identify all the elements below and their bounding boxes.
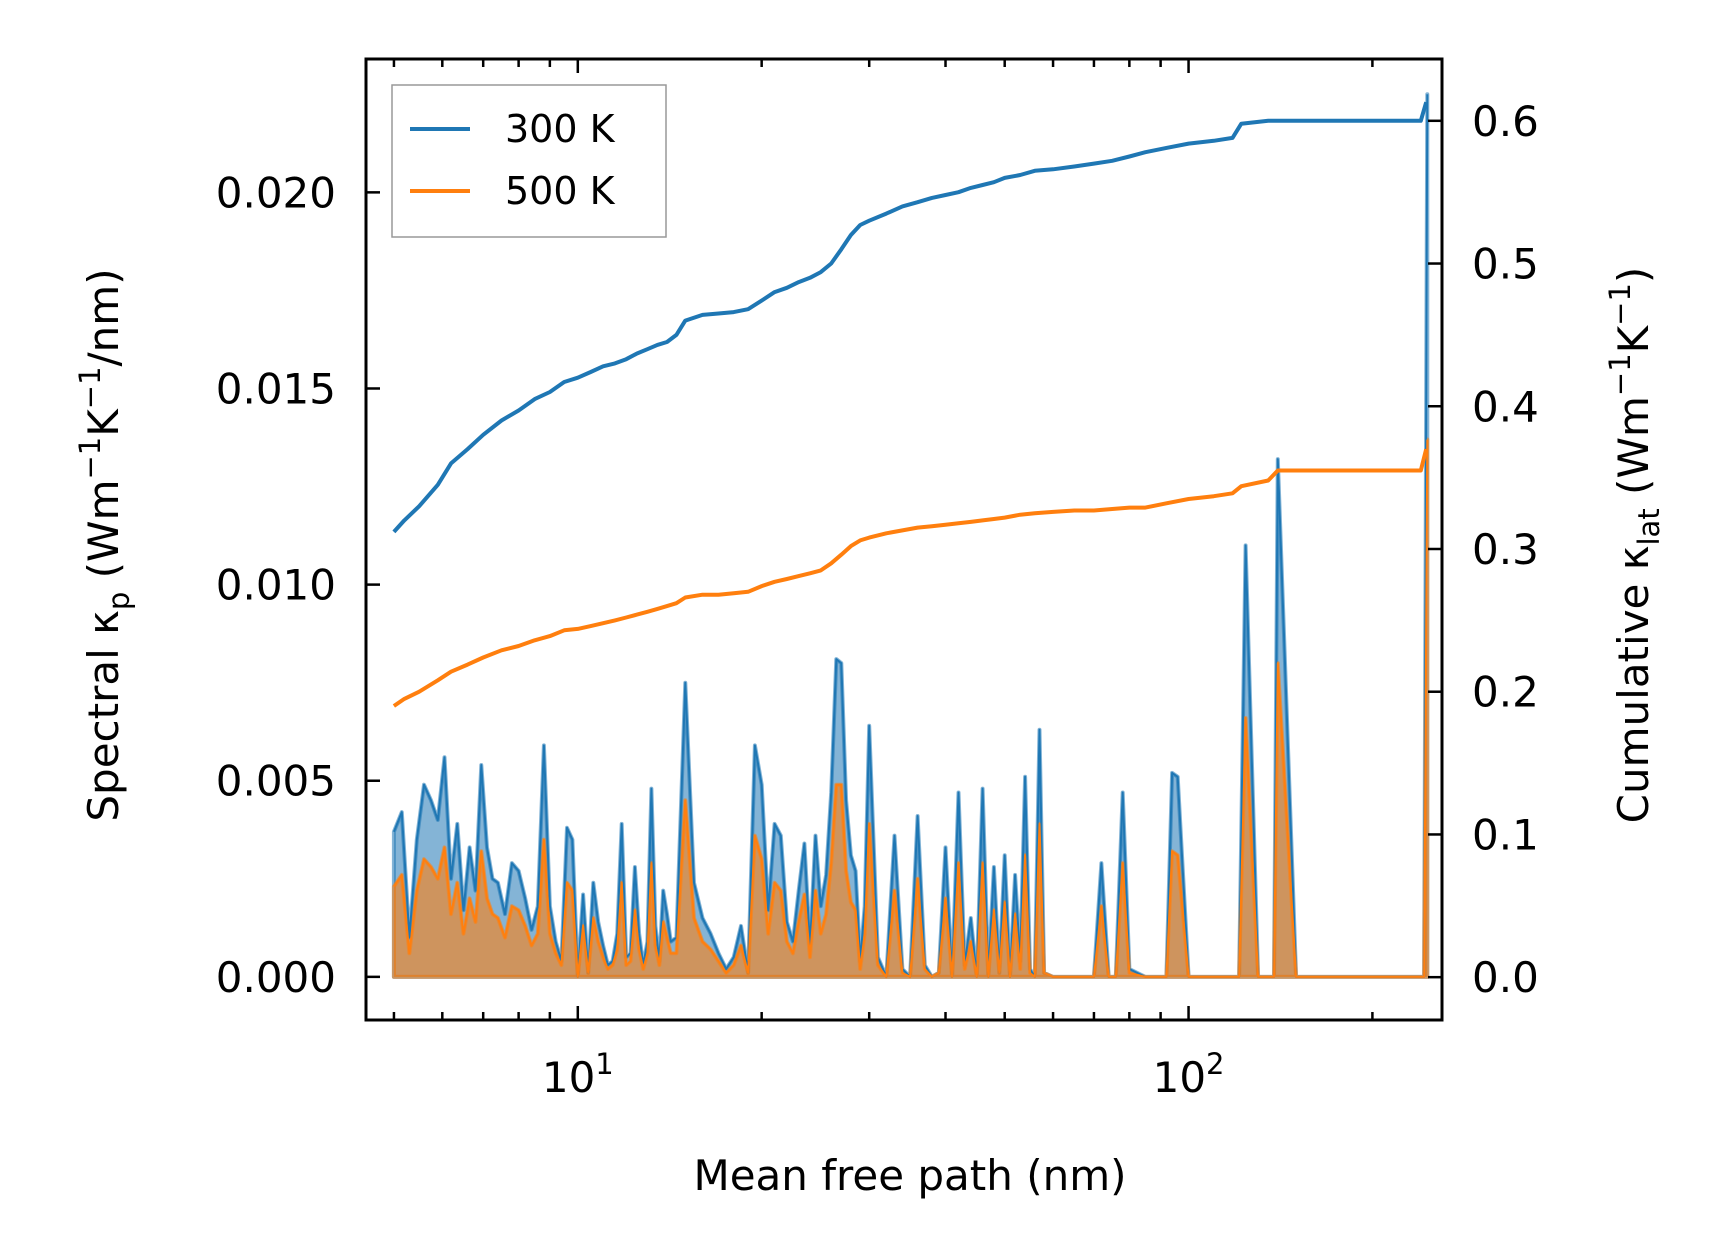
y-right-tick-label: 0.4 bbox=[1472, 382, 1539, 431]
axis-ticks bbox=[366, 59, 1442, 1020]
legend-box bbox=[391, 84, 667, 238]
left-axis-title: Spectral κp (Wm−1K−1/nm) bbox=[73, 268, 136, 821]
spectral-lines bbox=[392, 94, 1429, 978]
y-left-tick-label: 0.005 bbox=[216, 757, 336, 806]
tick-labels: 101 102 0.000 0.005 0.010 0.015 0.020 0.0 0.1 0.2… bbox=[216, 97, 1539, 1102]
y-left-tick-label: 0.015 bbox=[216, 364, 336, 413]
plot-frame bbox=[364, 57, 1444, 1022]
y-left-tick-label: 0.020 bbox=[216, 168, 336, 217]
cumulative-lines bbox=[392, 101, 1429, 708]
y-left-tick-label: 0.010 bbox=[216, 561, 336, 610]
cumulative-line-500k bbox=[392, 448, 1429, 708]
y-right-tick-label: 0.2 bbox=[1472, 668, 1539, 717]
spectral-line-500k bbox=[393, 439, 1429, 978]
cumulative-line-300k bbox=[392, 101, 1429, 534]
y-right-tick-label: 0.3 bbox=[1472, 525, 1539, 574]
x-axis-title: Mean free path (nm) bbox=[693, 1151, 1126, 1200]
y-right-tick-label: 0.1 bbox=[1472, 810, 1539, 859]
right-axis-title: Cumulative κlat (Wm−1K−1) bbox=[1603, 267, 1666, 824]
x-tick-label: 102 bbox=[1153, 1047, 1225, 1102]
spectral-line-300k bbox=[392, 94, 1429, 978]
legend-label-500k: 500 K bbox=[505, 169, 616, 213]
y-right-tick-label: 0.5 bbox=[1472, 240, 1539, 289]
x-tick-label: 101 bbox=[542, 1047, 614, 1102]
y-right-tick-label: 0.6 bbox=[1472, 97, 1539, 146]
y-right-tick-label: 0.0 bbox=[1472, 953, 1539, 1002]
legend-label-300k: 300 K bbox=[505, 107, 616, 151]
legend: 300 K 500 K bbox=[391, 84, 667, 238]
y-left-tick-label: 0.000 bbox=[216, 953, 336, 1002]
